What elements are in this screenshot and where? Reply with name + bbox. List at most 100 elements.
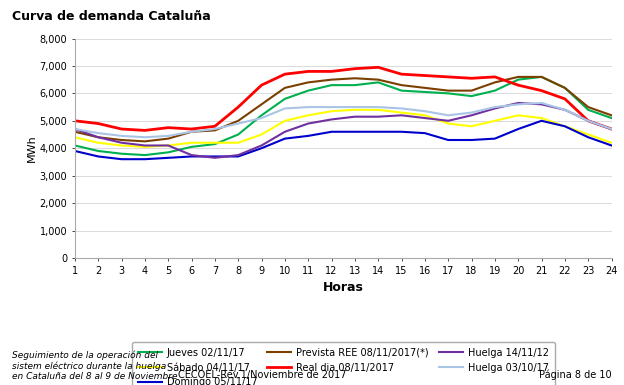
Domingo 05/11/17 [421,131,429,136]
Domingo 05/11/17 [165,156,172,160]
Y-axis label: MWh: MWh [27,134,37,162]
Line: Sábado 04/11/17: Sábado 04/11/17 [75,110,612,147]
Huelga 03/10/17 [585,119,592,123]
Jueves 02/11/17 [421,90,429,94]
Prevista REE 08/11/2017(*) [491,80,499,85]
Real dia 08/11/2017 [258,83,265,87]
Huelga 14/11/12 [328,117,335,122]
Huelga 14/11/12 [421,116,429,121]
Sábado 04/11/17 [141,144,149,149]
Huelga 03/10/17 [235,121,242,126]
Huelga 14/11/12 [538,102,545,107]
Prevista REE 08/11/2017(*) [235,119,242,123]
Domingo 05/11/17 [374,129,382,134]
Real dia 08/11/2017 [397,72,405,77]
Huelga 03/10/17 [351,105,359,109]
Jueves 02/11/17 [561,85,568,90]
Sábado 04/11/17 [281,119,289,123]
Huelga 03/10/17 [468,110,475,115]
Huelga 03/10/17 [561,107,568,112]
Domingo 05/11/17 [211,154,218,159]
Prevista REE 08/11/2017(*) [397,83,405,87]
Prevista REE 08/11/2017(*) [538,75,545,79]
Huelga 03/10/17 [444,113,452,118]
Text: Seguimiento de la operación del
sistem eléctrico durante la huelga
en Cataluña d: Seguimiento de la operación del sistem e… [12,350,178,381]
Domingo 05/11/17 [491,136,499,141]
Jueves 02/11/17 [258,113,265,118]
Real dia 08/11/2017 [235,105,242,109]
Prevista REE 08/11/2017(*) [258,102,265,107]
Prevista REE 08/11/2017(*) [165,136,172,141]
Real dia 08/11/2017 [374,65,382,70]
Sábado 04/11/17 [585,132,592,137]
Huelga 03/10/17 [491,105,499,109]
Sábado 04/11/17 [374,107,382,112]
Domingo 05/11/17 [514,127,522,131]
Sábado 04/11/17 [351,107,359,112]
Real dia 08/11/2017 [585,119,592,123]
Domingo 05/11/17 [281,136,289,141]
Jueves 02/11/17 [211,142,218,146]
Huelga 14/11/12 [491,106,499,111]
Line: Huelga 14/11/12: Huelga 14/11/12 [75,103,612,158]
Huelga 14/11/12 [374,114,382,119]
Legend: Jueves 02/11/17, Sábado 04/11/17, Domingo 05/11/17, Prevista REE 08/11/2017(*), : Jueves 02/11/17, Sábado 04/11/17, Doming… [132,342,555,385]
Jueves 02/11/17 [281,97,289,101]
Prevista REE 08/11/2017(*) [118,138,125,142]
Huelga 14/11/12 [258,143,265,148]
Domingo 05/11/17 [118,157,125,162]
Prevista REE 08/11/2017(*) [281,85,289,90]
Jueves 02/11/17 [514,77,522,82]
Huelga 14/11/12 [235,153,242,157]
Sábado 04/11/17 [71,135,79,140]
Huelga 14/11/12 [585,119,592,123]
Jueves 02/11/17 [491,88,499,93]
Prevista REE 08/11/2017(*) [444,88,452,93]
Jueves 02/11/17 [305,88,312,93]
Jueves 02/11/17 [165,150,172,155]
Jueves 02/11/17 [538,75,545,79]
Huelga 03/10/17 [94,131,102,136]
Sábado 04/11/17 [305,113,312,118]
Huelga 14/11/12 [444,119,452,123]
Real dia 08/11/2017 [305,69,312,74]
Domingo 05/11/17 [94,154,102,159]
Text: Curva de demanda Cataluña: Curva de demanda Cataluña [12,10,212,23]
Sábado 04/11/17 [94,141,102,145]
Huelga 03/10/17 [118,134,125,138]
Sábado 04/11/17 [328,109,335,114]
Line: Domingo 05/11/17: Domingo 05/11/17 [75,121,612,159]
Sábado 04/11/17 [258,132,265,137]
Huelga 03/10/17 [211,127,218,131]
Domingo 05/11/17 [538,119,545,123]
Huelga 14/11/12 [397,113,405,118]
Jueves 02/11/17 [328,83,335,87]
Sábado 04/11/17 [118,143,125,148]
Prevista REE 08/11/2017(*) [328,77,335,82]
Sábado 04/11/17 [561,124,568,129]
Domingo 05/11/17 [188,154,195,159]
Sábado 04/11/17 [538,116,545,121]
Huelga 03/10/17 [71,127,79,131]
Real dia 08/11/2017 [188,127,195,131]
Huelga 03/10/17 [514,102,522,107]
Huelga 14/11/12 [118,141,125,145]
Real dia 08/11/2017 [281,72,289,77]
Real dia 08/11/2017 [71,119,79,123]
Sábado 04/11/17 [397,110,405,115]
Sábado 04/11/17 [491,119,499,123]
Text: Página 8 de 10: Página 8 de 10 [539,370,612,380]
Jueves 02/11/17 [188,144,195,149]
Real dia 08/11/2017 [421,73,429,78]
Prevista REE 08/11/2017(*) [188,129,195,134]
Huelga 03/10/17 [281,106,289,111]
Prevista REE 08/11/2017(*) [305,80,312,85]
Huelga 03/10/17 [141,135,149,140]
Line: Huelga 03/10/17: Huelga 03/10/17 [75,103,612,137]
Huelga 14/11/12 [561,107,568,112]
Prevista REE 08/11/2017(*) [351,76,359,80]
Jueves 02/11/17 [397,88,405,93]
Domingo 05/11/17 [444,138,452,142]
Real dia 08/11/2017 [165,126,172,130]
Sábado 04/11/17 [444,121,452,126]
